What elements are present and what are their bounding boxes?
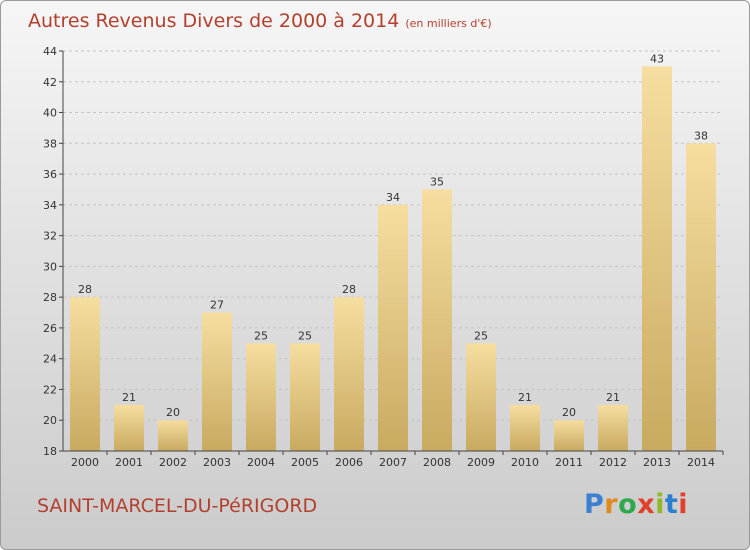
bar <box>466 343 496 451</box>
bar-value-label: 43 <box>650 52 664 65</box>
x-tick-label: 2013 <box>643 456 671 469</box>
y-tick-label: 26 <box>43 322 57 335</box>
proxiti-logo[interactable]: Proxiti <box>584 489 688 520</box>
bar-value-label: 28 <box>342 283 356 296</box>
x-tick-label: 2003 <box>203 456 231 469</box>
x-tick-label: 2010 <box>511 456 539 469</box>
y-tick-label: 32 <box>43 230 57 243</box>
y-tick-label: 34 <box>43 199 57 212</box>
bar-value-label: 25 <box>474 329 488 342</box>
logo-letter: i <box>678 489 689 520</box>
chart-title: Autres Revenus Divers de 2000 à 2014 (en … <box>28 10 492 32</box>
x-tick-label: 2008 <box>423 456 451 469</box>
bar-value-label: 25 <box>298 329 312 342</box>
x-tick-label: 2009 <box>467 456 495 469</box>
x-tick-label: 2000 <box>71 456 99 469</box>
bar <box>114 404 144 451</box>
bar <box>642 66 672 451</box>
y-tick-label: 18 <box>43 445 57 458</box>
logo-letter: i <box>655 489 665 520</box>
bar <box>378 204 408 451</box>
logo-letter: t <box>664 489 679 520</box>
bar <box>290 343 320 451</box>
bar-value-label: 20 <box>166 406 180 419</box>
bar <box>202 312 232 451</box>
bar-value-label: 35 <box>430 175 444 188</box>
x-tick-label: 2006 <box>335 456 363 469</box>
y-tick-label: 28 <box>43 291 57 304</box>
y-tick-label: 36 <box>43 168 57 181</box>
title-text: Autres Revenus Divers de 2000 à 2014 <box>28 10 400 32</box>
bar <box>334 297 364 451</box>
y-tick-label: 20 <box>43 414 57 427</box>
logo-letter: x <box>637 489 656 520</box>
bar <box>554 420 584 451</box>
logo-letter: r <box>604 489 619 520</box>
y-tick-label: 24 <box>43 353 57 366</box>
bar-value-label: 28 <box>78 283 92 296</box>
bar-value-label: 21 <box>122 391 136 404</box>
commune-name: SAINT-MARCEL-DU-PéRIGORD <box>37 495 318 517</box>
bar <box>510 404 540 451</box>
logo-letter: o <box>618 489 638 520</box>
unit-label: (en milliers d'€) <box>405 17 492 30</box>
bar-value-label: 25 <box>254 329 268 342</box>
bar <box>598 404 628 451</box>
x-tick-label: 2014 <box>687 456 715 469</box>
x-tick-label: 2002 <box>159 456 187 469</box>
y-tick-label: 42 <box>43 76 57 89</box>
bar-value-label: 20 <box>562 406 576 419</box>
bar-value-label: 21 <box>606 391 620 404</box>
x-tick-label: 2004 <box>247 456 275 469</box>
bar <box>686 143 716 452</box>
y-tick-label: 40 <box>43 107 57 120</box>
x-tick-label: 2012 <box>599 456 627 469</box>
y-tick-label: 30 <box>43 260 57 273</box>
bar <box>422 189 452 451</box>
bar-value-label: 27 <box>210 299 224 312</box>
bar-value-label: 21 <box>518 391 532 404</box>
bar-value-label: 38 <box>694 129 708 142</box>
x-tick-label: 2001 <box>115 456 143 469</box>
x-tick-label: 2007 <box>379 456 407 469</box>
logo-letter: P <box>584 489 605 520</box>
x-tick-label: 2005 <box>291 456 319 469</box>
x-tick-label: 2011 <box>555 456 583 469</box>
y-tick-label: 44 <box>43 45 57 58</box>
bar <box>70 297 100 451</box>
bar <box>246 343 276 451</box>
bar-value-label: 34 <box>386 191 400 204</box>
bar <box>158 420 188 451</box>
y-tick-label: 38 <box>43 137 57 150</box>
y-tick-label: 22 <box>43 383 57 396</box>
